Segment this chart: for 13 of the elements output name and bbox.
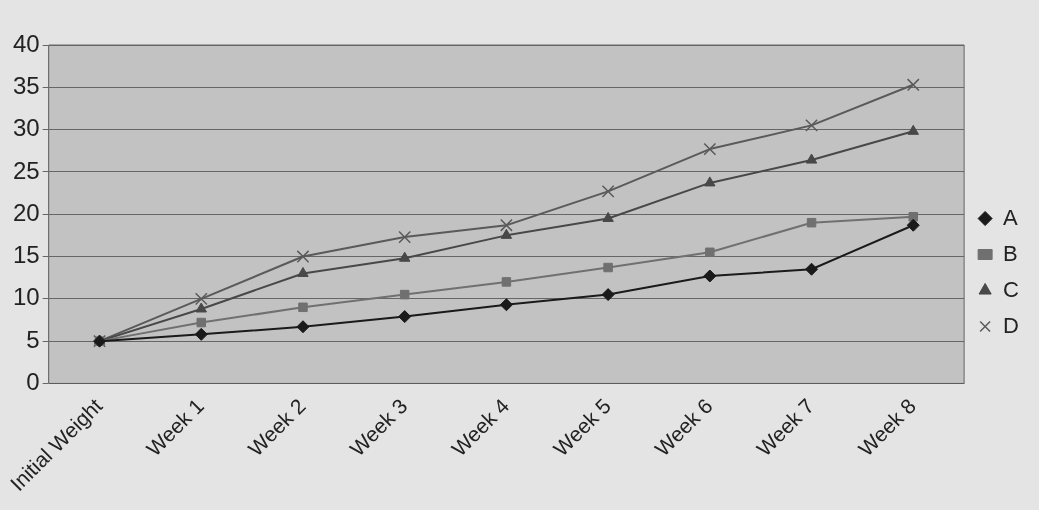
y-tick-label: 25 — [12, 156, 40, 184]
y-tick-label: 10 — [12, 283, 40, 311]
y-tick-label: 0 — [26, 368, 40, 396]
y-tick-label: 20 — [12, 198, 40, 226]
y-tick-label: 15 — [12, 241, 40, 269]
legend-label: D — [1003, 312, 1019, 338]
y-tick-label: 30 — [12, 114, 40, 142]
legend-label: B — [1003, 240, 1018, 266]
y-tick-label: 5 — [26, 325, 40, 353]
y-tick-label: 35 — [12, 71, 40, 99]
legend-label: C — [1003, 276, 1020, 302]
legend-label: A — [1003, 204, 1019, 230]
y-tick-label: 40 — [12, 29, 40, 57]
